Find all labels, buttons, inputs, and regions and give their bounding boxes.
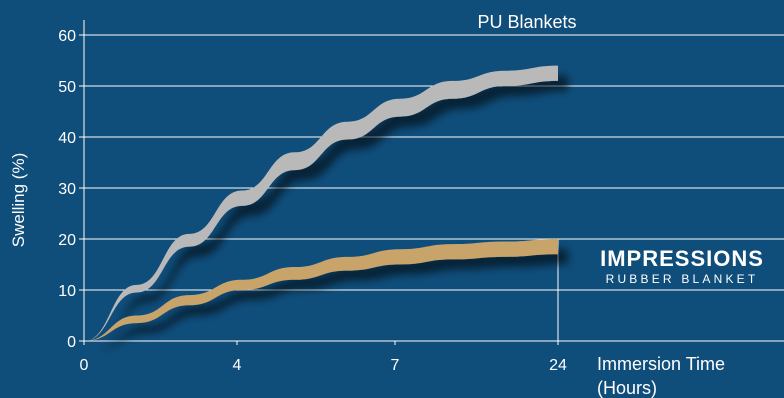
series-band-impressions [84,239,558,341]
axes [79,20,559,345]
y-tick-label: 10 [58,283,76,300]
labels: 0 10 20 30 40 50 60 0 4 7 24 Swelling (%) Immersion … [9,12,764,398]
series-band-pu-blankets [84,65,558,341]
y-tick-label: 40 [58,130,76,147]
x-tick-label: 4 [233,357,242,374]
y-axis-label: Swelling (%) [9,153,28,247]
y-tick-label: 20 [58,232,76,249]
y-tick-label: 50 [58,79,76,96]
x-tick-label: 7 [391,357,400,374]
y-tick-label: 30 [58,181,76,198]
series-label-pu-blankets: PU Blankets [477,12,576,32]
x-axis-label: Immersion Time (Hours) [597,354,725,398]
x-tick-label: 0 [80,357,89,374]
x-tick-label: 24 [549,357,567,374]
series-label-impressions: IMPRESSIONS [600,246,764,271]
series-group [84,65,558,341]
y-tick-label: 0 [67,334,76,351]
y-tick-label: 60 [58,28,76,45]
series-sublabel-rubber-blanket: RUBBER BLANKET [606,272,759,286]
